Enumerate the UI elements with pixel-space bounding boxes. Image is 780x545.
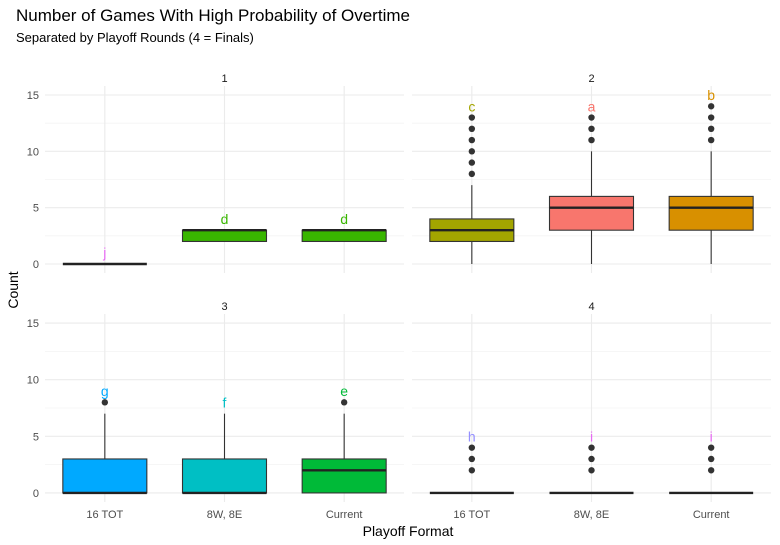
x-tick-label: 8W, 8E — [207, 509, 242, 521]
box-3-16-tot: g — [62, 383, 148, 495]
outlier-point — [468, 125, 476, 133]
y-tick-label: 0 — [33, 259, 39, 271]
outlier-point — [468, 148, 476, 155]
outlier-point — [588, 455, 595, 463]
outlier-point — [468, 170, 476, 178]
panel-3: 3 0 5 10 15 16 TOT 8W, 8E Current g f e — [27, 301, 404, 521]
outlier-point — [588, 444, 595, 451]
x-tick-label: 16 TOT — [86, 509, 123, 521]
group-letter-label: a — [588, 98, 596, 114]
box-4-8w-8e: i — [549, 428, 634, 495]
outlier-point — [468, 136, 476, 144]
box-body — [301, 458, 387, 494]
box-1-16-tot: j — [62, 245, 147, 266]
group-letter-label: b — [707, 87, 715, 103]
y-tick-label: 10 — [27, 146, 39, 158]
y-tick-label: 5 — [33, 203, 39, 215]
group-letter-label: g — [101, 383, 109, 399]
box-4-16-tot: h — [429, 428, 514, 495]
box-body — [181, 458, 268, 494]
box-body — [62, 458, 148, 494]
box-1-8w-8e: d — [181, 211, 268, 243]
box-3-current: e — [301, 383, 387, 494]
group-letter-label: i — [710, 428, 713, 444]
box-3-8w-8e: f — [181, 394, 268, 495]
outlier-point — [588, 125, 595, 133]
x-tick-label: 16 TOT — [453, 509, 490, 521]
x-tick-label: Current — [326, 509, 363, 521]
group-letter-label: f — [223, 394, 227, 410]
outlier-point — [468, 467, 476, 474]
outlier-point — [707, 103, 715, 110]
y-tick-label: 0 — [33, 488, 39, 500]
outlier-point — [588, 136, 595, 144]
box-2-16-tot: c — [429, 98, 515, 264]
outlier-point — [101, 399, 109, 406]
group-letter-label: e — [340, 383, 348, 399]
box-body — [548, 195, 635, 231]
outlier-point — [468, 114, 476, 121]
box-2-current: b — [668, 87, 754, 264]
outlier-point — [707, 444, 715, 451]
outlier-point — [588, 114, 595, 121]
outlier-point — [707, 114, 715, 121]
y-tick-label: 15 — [27, 318, 39, 330]
panel-strip-label: 2 — [588, 73, 594, 85]
box-body — [301, 229, 387, 243]
panel-strip-label: 3 — [221, 301, 227, 313]
panel-strip-label: 4 — [588, 301, 594, 313]
chart-subtitle: Separated by Playoff Rounds (4 = Finals) — [16, 30, 254, 45]
group-letter-label: d — [221, 211, 229, 227]
box-4-current: i — [669, 428, 754, 495]
box-body — [181, 229, 268, 243]
outlier-point — [707, 455, 715, 463]
group-letter-label: i — [590, 428, 593, 444]
outlier-point — [707, 136, 715, 144]
y-tick-label: 15 — [27, 90, 39, 102]
outlier-point — [588, 467, 595, 474]
y-tick-label: 5 — [33, 431, 39, 443]
panel-4: 4 16 TOT 8W, 8E Current h i i — [412, 301, 771, 521]
group-letter-label: j — [102, 245, 106, 261]
box-body — [668, 195, 754, 231]
y-tick-label: 10 — [27, 375, 39, 387]
group-letter-label: d — [340, 211, 348, 227]
outlier-point — [468, 159, 476, 166]
group-letter-label: c — [468, 98, 475, 114]
outlier-point — [340, 399, 348, 406]
box-1-current: d — [301, 211, 387, 243]
group-letter-label: h — [468, 428, 476, 444]
box-2-8w-8e: a — [548, 98, 635, 264]
outlier-point — [468, 455, 476, 463]
x-tick-label: 8W, 8E — [574, 509, 609, 521]
x-tick-label: Current — [693, 509, 730, 521]
outlier-point — [468, 444, 476, 451]
outlier-point — [707, 125, 715, 133]
outlier-point — [707, 467, 715, 474]
panel-strip-label: 1 — [221, 73, 227, 85]
panel-2: 2 c a b — [412, 73, 771, 273]
y-axis-title: Count — [5, 271, 21, 308]
chart-title: Number of Games With High Probability of… — [16, 6, 410, 25]
x-axis-title: Playoff Format — [363, 523, 454, 539]
